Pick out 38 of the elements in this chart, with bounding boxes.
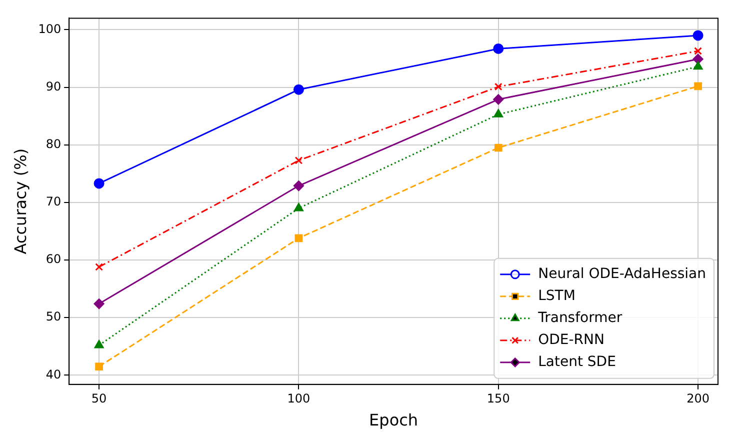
legend-label: ODE-RNN: [538, 332, 604, 348]
point: [693, 61, 703, 70]
y-tick-label: 50: [46, 310, 62, 324]
y-tick-label: 100: [38, 22, 62, 36]
point: [692, 54, 704, 64]
point: [94, 340, 104, 348]
point: [95, 362, 103, 370]
point: [493, 43, 504, 54]
y-axis-title: Accuracy (%): [10, 148, 30, 254]
point: [494, 82, 502, 91]
point: [94, 178, 104, 189]
point: [294, 202, 304, 212]
legend-label: Neural ODE-AdaHessian: [538, 266, 706, 282]
y-tick-label: 40: [46, 367, 62, 382]
point: [294, 156, 303, 164]
y-tick-label: 90: [46, 79, 62, 94]
x-tick-label: 100: [287, 392, 310, 406]
legend-label: Latent SDE: [538, 354, 616, 370]
x-tick-label: 50: [91, 392, 107, 406]
point: [692, 30, 704, 41]
point: [95, 263, 103, 271]
y-tick-label: 60: [46, 252, 62, 266]
y-tick-label: 70: [46, 194, 62, 209]
point: [493, 94, 504, 105]
x-tick-label: 200: [686, 392, 710, 406]
point: [94, 298, 104, 310]
point: [494, 144, 502, 152]
point: [293, 84, 304, 95]
x-axis-title: Epoch: [369, 410, 418, 430]
x-tick-label: 150: [486, 392, 510, 406]
point: [293, 180, 304, 192]
point: [294, 234, 303, 242]
point: [494, 109, 504, 118]
legend-label: LSTM: [538, 288, 576, 304]
y-tick-label: 80: [46, 137, 62, 151]
point: [694, 47, 702, 55]
point: [694, 82, 702, 90]
legend-label: Transformer: [537, 310, 622, 326]
